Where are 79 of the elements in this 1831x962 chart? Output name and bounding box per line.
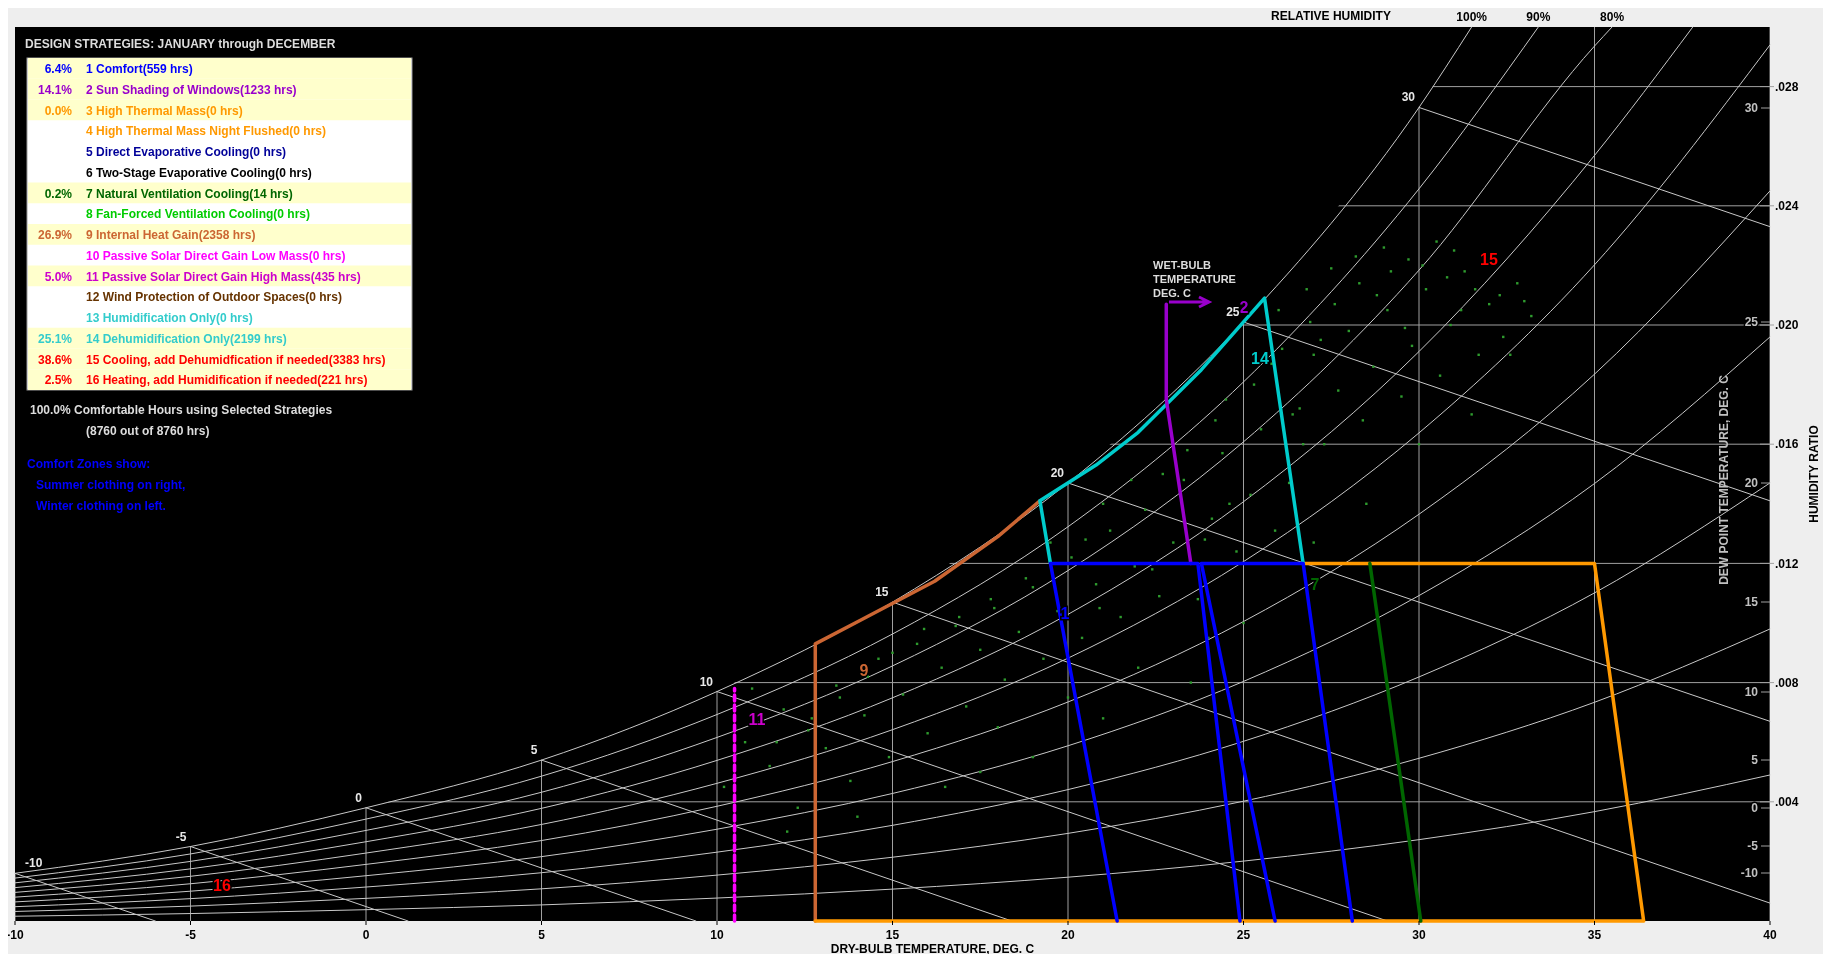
category-label: 7 Natural Ventilation Cooling(14 hrs) — [86, 186, 293, 201]
series-label: 80% — [1600, 10, 1625, 24]
category-label: 2 Sun Shading of Windows(1233 hrs) — [86, 82, 297, 97]
annotation: -10 — [1740, 866, 1759, 881]
annotation: 9 — [859, 661, 869, 679]
y-tick-label: .012 — [1775, 556, 1799, 571]
annotation: Winter clothing on left. — [36, 499, 166, 513]
annotation: 10 — [699, 674, 714, 689]
y2-axis-title: DEW POINT TEMPERATURE, DEG. C — [1717, 374, 1731, 585]
text: 14.1% — [37, 82, 72, 97]
category-label: 4 High Thermal Mass Night Flushed(0 hrs) — [86, 124, 327, 139]
x-tick-label: 35 — [1587, 928, 1602, 942]
y-axis-title: HUMIDITY RATIO — [1807, 425, 1821, 523]
annotation: 15 — [1744, 595, 1759, 610]
x-tick-label: 15 — [885, 928, 900, 942]
annotation: 10 — [1744, 685, 1759, 700]
text: 0.2% — [44, 186, 72, 201]
x-tick-label: -5 — [185, 928, 197, 942]
annotation: WET-BULB TEMPERATURE DEG. C — [1153, 259, 1236, 299]
x-tick-label: 20 — [1061, 928, 1075, 942]
annotation: Summer clothing on right, — [36, 478, 186, 492]
annotation: 20 — [1050, 465, 1065, 480]
annotation: 5 — [1751, 753, 1759, 768]
category-label: 16 Heating, add Humidification if needed(221 hrs) — [86, 373, 368, 388]
y-tick-label: .028 — [1775, 79, 1799, 94]
annotation: -5 — [175, 829, 187, 844]
x-tick-label: 10 — [710, 928, 724, 942]
text: 2.5% — [44, 373, 72, 388]
category-label: 10 Passive Solar Direct Gain Low Mass(0 hrs) — [86, 248, 346, 263]
annotation: 30 — [1401, 90, 1416, 105]
annotation: 30 — [1744, 101, 1759, 116]
x-tick-label: 30 — [1412, 928, 1426, 942]
category-label: 9 Internal Heat Gain(2358 hrs) — [86, 228, 256, 242]
category-label: 8 Fan-Forced Ventilation Cooling(0 hrs) — [86, 207, 311, 222]
category-label: 14 Dehumidification Only(2199 hrs) — [86, 331, 287, 346]
x-tick-label: 5 — [538, 928, 546, 942]
annotation: 20 — [1744, 476, 1759, 491]
annotation: 25 — [1226, 305, 1240, 320]
text: 0.0% — [44, 103, 72, 118]
annotation: 2 — [1239, 298, 1249, 316]
y-tick-label: .004 — [1775, 795, 1799, 809]
y-tick-label: .020 — [1775, 318, 1799, 333]
category-label: 1 Comfort(559 hrs) — [86, 62, 193, 76]
annotation: 100.0% Comfortable Hours using Selected Strategies — [30, 403, 333, 417]
annotation: 16 — [213, 876, 231, 894]
annotation: -10 — [25, 856, 43, 871]
y-tick-label: .008 — [1775, 675, 1799, 690]
category-label: 12 Wind Protection of Outdoor Spaces(0 hrs) — [86, 290, 342, 305]
text: 5.0% — [44, 269, 72, 284]
x-tick-label: 40 — [1763, 928, 1777, 942]
annotation: 25 — [1744, 315, 1759, 330]
annotation: (8760 out of 8760 hrs) — [86, 424, 210, 438]
category-label: 3 High Thermal Mass(0 hrs) — [86, 103, 243, 118]
category-label: 15 Cooling, add Dehumidfication if needed(3383 hrs) — [86, 352, 386, 367]
annotation: 0 — [1751, 801, 1759, 816]
y-tick-label: .024 — [1775, 199, 1799, 213]
text: 6.4% — [44, 62, 72, 76]
x-axis-title: DRY-BULB TEMPERATURE, DEG. C — [830, 942, 1035, 956]
series-label: 100% — [1456, 10, 1488, 24]
text: RELATIVE HUMIDITY — [1271, 9, 1391, 24]
text: DESIGN STRATEGIES: JANUARY through DECEMBER — [25, 37, 336, 51]
x-tick-label: 0 — [362, 928, 370, 942]
annotation: 0 — [355, 790, 363, 805]
annotation: -5 — [1747, 839, 1759, 854]
annotation: 15 — [875, 585, 889, 600]
text: 26.9% — [37, 228, 72, 242]
category-label: 5 Direct Evaporative Cooling(0 hrs) — [86, 145, 287, 159]
series-label: 90% — [1526, 10, 1551, 24]
y-tick-label: .016 — [1775, 437, 1799, 452]
text: 38.6% — [37, 352, 72, 367]
annotation: Comfort Zones show: — [27, 457, 151, 471]
text: 25.1% — [37, 331, 72, 346]
category-label: 11 Passive Solar Direct Gain High Mass(435 hrs) — [86, 269, 361, 284]
annotation: 14 — [1251, 349, 1269, 367]
category-label: 6 Two-Stage Evaporative Cooling(0 hrs) — [86, 165, 312, 180]
annotation: 15 — [1480, 250, 1498, 268]
annotation: 5 — [530, 743, 538, 758]
category-label: 13 Humidification Only(0 hrs) — [86, 311, 253, 325]
x-tick-label: 25 — [1236, 928, 1251, 942]
